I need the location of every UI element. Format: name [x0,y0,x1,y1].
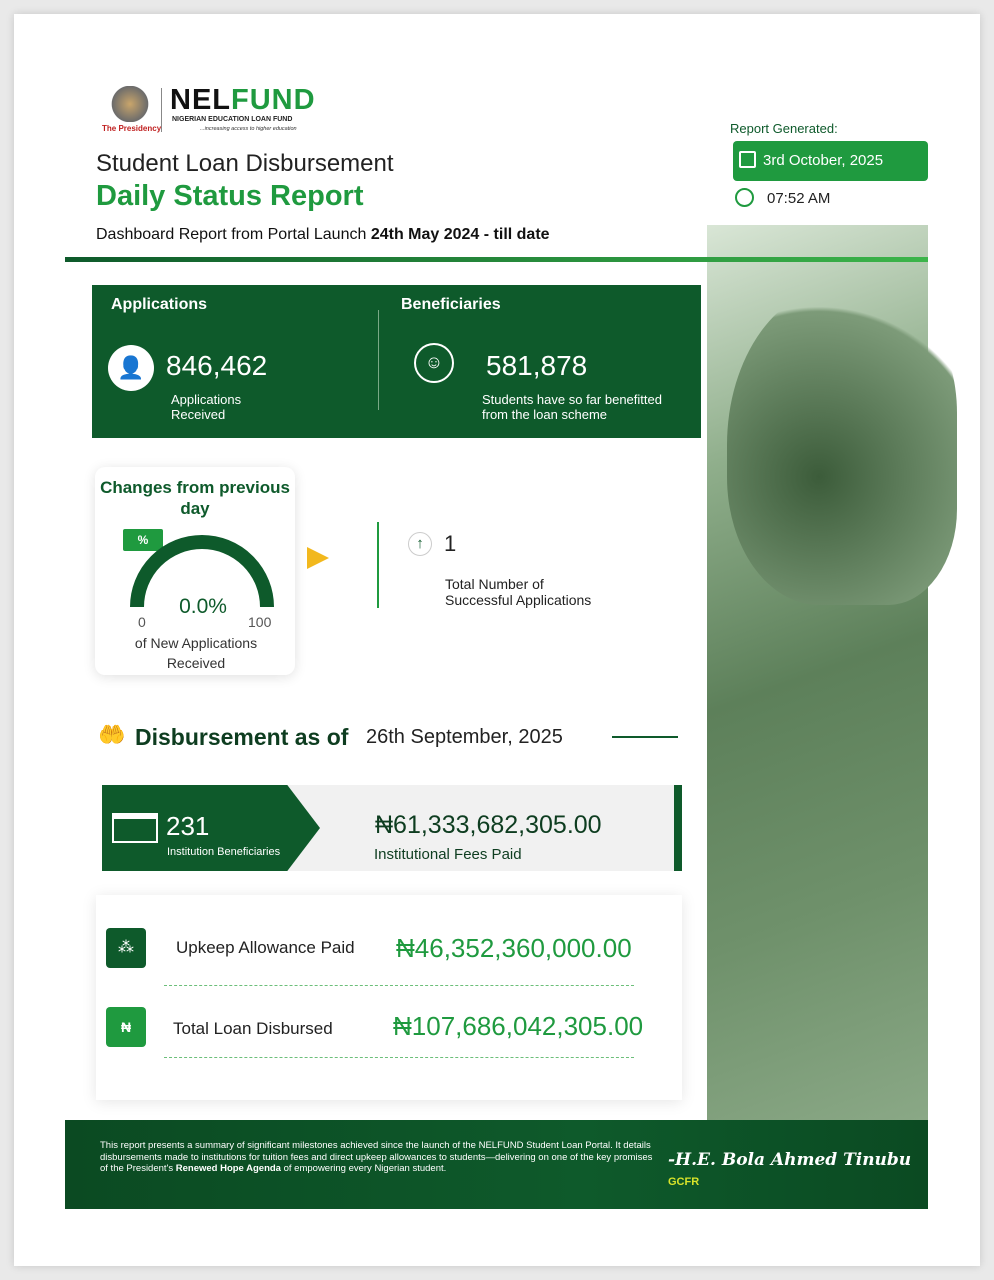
title-line1: Student Loan Disbursement [96,150,394,177]
stats-card: Applications 👤 846,462 Applications Rece… [92,285,701,438]
beneficiaries-caption: Students have so far benefitted from the… [482,392,662,422]
institution-building-icon [112,813,158,843]
total-label: Total Loan Disbursed [173,1019,333,1038]
president-photo [707,225,957,1120]
upkeep-amount: ₦46,352,360,000.00 [396,933,632,963]
logo-full-name: NIGERIAN EDUCATION LOAN FUND [172,116,293,123]
presidency-label: The Presidency [102,124,162,133]
footer: This report presents a summary of signif… [65,1120,928,1209]
nelfund-logo: NELFUND [170,84,316,116]
changes-card: Changes from previous day % 0.0% 0 100 o… [95,467,295,675]
arrow-up-icon: ↑ [408,532,432,556]
people-network-icon: ⁂ [106,928,146,968]
beneficiaries-heading: Beneficiaries [401,296,501,313]
report-generated-label: Report Generated: [730,121,838,136]
disbursement-date: 26th September, 2025 [366,726,563,748]
institutions-caption: Institution Beneficiaries [167,846,281,858]
changes-title: Changes from previous day [100,478,290,518]
disbursement-heading: Disbursement as of [135,724,349,750]
applications-value: 846,462 [166,350,268,381]
gauge-min: 0 [138,614,146,630]
fees-caption: Institutional Fees Paid [374,846,522,863]
total-amount: ₦107,686,042,305.00 [393,1011,644,1041]
graduate-smiley-icon: ☺ [414,343,454,383]
gauge-max: 100 [248,614,272,630]
money-hand-icon: 🤲 [98,722,126,747]
fees-amount: ₦61,333,682,305.00 [375,811,602,839]
gauge-caption: of New Applications Received [134,635,258,671]
institutions-card: 231 Institution Beneficiaries ₦61,333,68… [102,785,682,871]
institutions-count: 231 [166,811,210,841]
upkeep-label: Upkeep Allowance Paid [176,938,355,957]
successful-caption: Total Number of Successful Applications [445,576,592,608]
applicant-icon: 👤 [108,345,154,391]
title-line2: Daily Status Report [96,180,364,212]
successful-count: 1 [444,531,457,556]
totals-card: ⁂ Upkeep Allowance Paid ₦46,352,360,000.… [96,895,682,1100]
header-divider [65,257,928,262]
applications-heading: Applications [111,296,208,313]
footer-text: This report presents a summary of signif… [100,1140,653,1174]
gauge [130,535,274,608]
subtitle: Dashboard Report from Portal Launch 24th… [96,226,550,243]
report-date-box: 3rd October, 2025 [733,141,928,181]
beneficiaries-value: 581,878 [486,350,588,381]
stopwatch-icon [735,188,754,207]
arrow-right-icon [307,547,329,569]
gauge-value: 0.0% [179,595,227,618]
calendar-icon [739,151,756,168]
applications-caption: Applications Received [171,392,242,422]
report-date: 3rd October, 2025 [763,152,884,169]
signature: -H.E. Bola Ahmed Tinubu GCFR [668,1150,912,1188]
report-time: 07:52 AM [767,190,831,207]
naira-hand-icon: ₦ [106,1007,146,1047]
logo-tagline: ...increasing access to higher education [200,126,297,132]
coat-of-arms-icon [106,86,154,122]
percent-badge: % [123,529,163,551]
